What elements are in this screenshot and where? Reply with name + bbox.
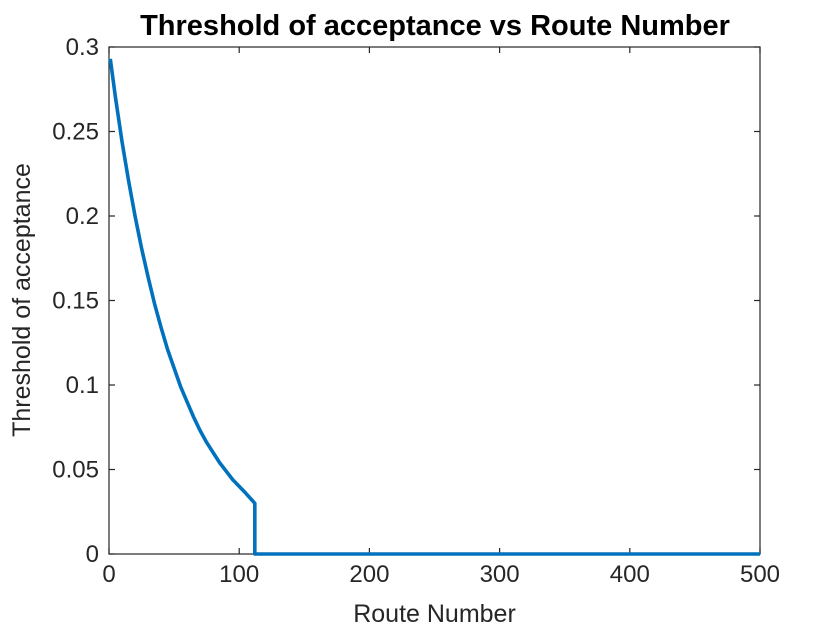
y-tick-label: 0.3	[66, 34, 99, 61]
x-tick-label: 0	[102, 561, 115, 588]
x-tick-label: 300	[480, 561, 520, 588]
y-tick-label: 0.15	[52, 288, 99, 315]
x-tick-label: 200	[349, 561, 389, 588]
y-tick-label: 0.1	[66, 372, 99, 399]
x-axis-label: Route Number	[353, 600, 516, 628]
x-tick-label: 500	[740, 561, 780, 588]
y-tick-label: 0.05	[52, 457, 99, 484]
x-tick-label: 400	[610, 561, 650, 588]
axes-frame	[108, 46, 761, 555]
tick-labels: 0 100 200 300 400 500 0 0.05 0.1 0.15 0.2 0.25 0.3	[52, 34, 780, 588]
y-tick-label: 0.2	[66, 203, 99, 230]
plot-area	[108, 46, 761, 556]
y-tick-label: 0.25	[52, 119, 99, 146]
y-tick-label: 0	[86, 541, 99, 568]
series-layer	[108, 58, 760, 556]
chart-title: Threshold of acceptance vs Route Number	[140, 10, 730, 42]
y-axis-label: Threshold of acceptance	[8, 163, 36, 437]
series-line-0	[108, 58, 760, 556]
axis-ticks	[108, 46, 761, 555]
x-tick-label: 100	[219, 561, 259, 588]
